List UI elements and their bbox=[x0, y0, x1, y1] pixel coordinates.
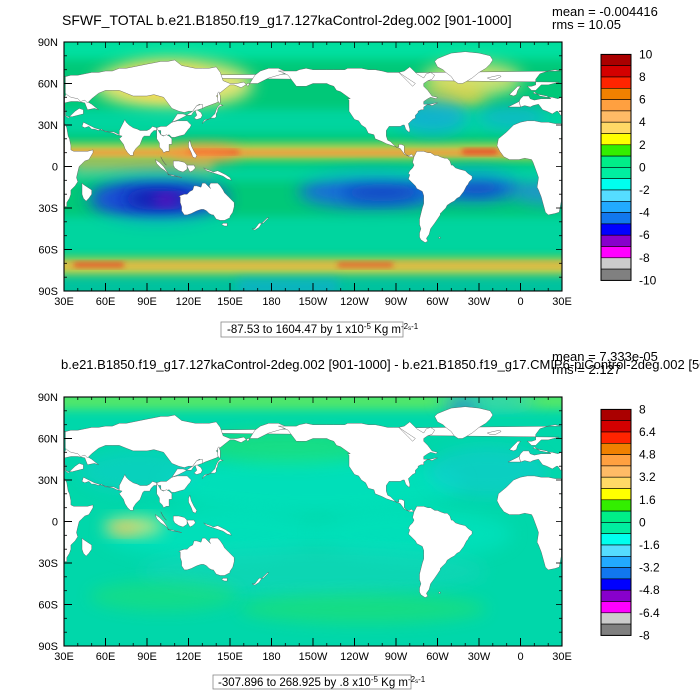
svg-text:30E: 30E bbox=[552, 651, 572, 663]
svg-text:6.4: 6.4 bbox=[639, 425, 656, 439]
svg-text:0: 0 bbox=[639, 160, 646, 174]
svg-text:SFWF_TOTAL b.e21.B1850.f19_g17: SFWF_TOTAL b.e21.B1850.f19_g17.127kaCont… bbox=[62, 12, 512, 28]
svg-text:30E: 30E bbox=[552, 296, 572, 308]
svg-text:-6: -6 bbox=[639, 228, 650, 242]
svg-text:150W: 150W bbox=[299, 296, 328, 308]
svg-text:3.2: 3.2 bbox=[639, 470, 656, 484]
svg-text:0: 0 bbox=[52, 517, 58, 529]
svg-text:6: 6 bbox=[639, 93, 646, 107]
svg-text:-1.6: -1.6 bbox=[639, 538, 660, 552]
svg-text:8: 8 bbox=[639, 70, 646, 84]
svg-text:150W: 150W bbox=[299, 651, 328, 663]
svg-text:-8: -8 bbox=[639, 251, 650, 265]
svg-text:30N: 30N bbox=[38, 120, 58, 132]
svg-text:2: 2 bbox=[639, 138, 646, 152]
svg-text:30S: 30S bbox=[38, 203, 58, 215]
svg-text:-2: -2 bbox=[639, 183, 650, 197]
svg-text:0: 0 bbox=[52, 162, 58, 174]
svg-text:60E: 60E bbox=[96, 296, 116, 308]
svg-text:90N: 90N bbox=[38, 37, 58, 49]
svg-text:1.6: 1.6 bbox=[639, 493, 656, 507]
svg-text:-10: -10 bbox=[639, 273, 657, 287]
svg-text:90S: 90S bbox=[38, 641, 58, 653]
svg-text:-4: -4 bbox=[639, 206, 650, 220]
svg-text:90S: 90S bbox=[38, 286, 58, 298]
svg-text:-6.4: -6.4 bbox=[639, 606, 660, 620]
svg-text:0: 0 bbox=[517, 296, 523, 308]
svg-text:-4.8: -4.8 bbox=[639, 583, 660, 597]
svg-text:30W: 30W bbox=[468, 651, 491, 663]
svg-text:60W: 60W bbox=[426, 651, 449, 663]
svg-text:150E: 150E bbox=[217, 296, 243, 308]
svg-text:60W: 60W bbox=[426, 296, 449, 308]
svg-text:90E: 90E bbox=[137, 296, 157, 308]
svg-text:90W: 90W bbox=[385, 651, 408, 663]
svg-text:60N: 60N bbox=[38, 79, 58, 91]
svg-text:rms = 2.127: rms = 2.127 bbox=[552, 362, 621, 377]
svg-text:60E: 60E bbox=[96, 651, 116, 663]
svg-text:-8: -8 bbox=[639, 628, 650, 642]
svg-text:30N: 30N bbox=[38, 475, 58, 487]
svg-text:180: 180 bbox=[262, 651, 280, 663]
svg-text:0: 0 bbox=[639, 515, 646, 529]
svg-text:4: 4 bbox=[639, 115, 646, 129]
svg-text:-3.2: -3.2 bbox=[639, 561, 660, 575]
svg-text:30W: 30W bbox=[468, 296, 491, 308]
svg-text:-87.53 to 1604.47 by 1 x10-5 K: -87.53 to 1604.47 by 1 x10-5 Kg m-2s-1 bbox=[227, 322, 419, 337]
svg-text:4.8: 4.8 bbox=[639, 448, 656, 462]
svg-text:60S: 60S bbox=[38, 600, 58, 612]
svg-text:rms = 10.05: rms = 10.05 bbox=[552, 17, 621, 32]
svg-text:8: 8 bbox=[639, 402, 646, 416]
svg-text:30S: 30S bbox=[38, 558, 58, 570]
svg-text:120E: 120E bbox=[176, 651, 202, 663]
svg-text:10: 10 bbox=[639, 47, 653, 61]
svg-text:120W: 120W bbox=[340, 296, 369, 308]
svg-text:90N: 90N bbox=[38, 392, 58, 404]
svg-text:90W: 90W bbox=[385, 296, 408, 308]
svg-text:120W: 120W bbox=[340, 651, 369, 663]
svg-text:-307.896 to 268.925 by .8 x10-: -307.896 to 268.925 by .8 x10-5 Kg m-2s-… bbox=[218, 675, 426, 690]
svg-text:0: 0 bbox=[517, 651, 523, 663]
svg-text:150E: 150E bbox=[217, 651, 243, 663]
svg-text:60N: 60N bbox=[38, 434, 58, 446]
svg-text:180: 180 bbox=[262, 296, 280, 308]
svg-text:90E: 90E bbox=[137, 651, 157, 663]
svg-text:120E: 120E bbox=[176, 296, 202, 308]
svg-text:60S: 60S bbox=[38, 245, 58, 257]
